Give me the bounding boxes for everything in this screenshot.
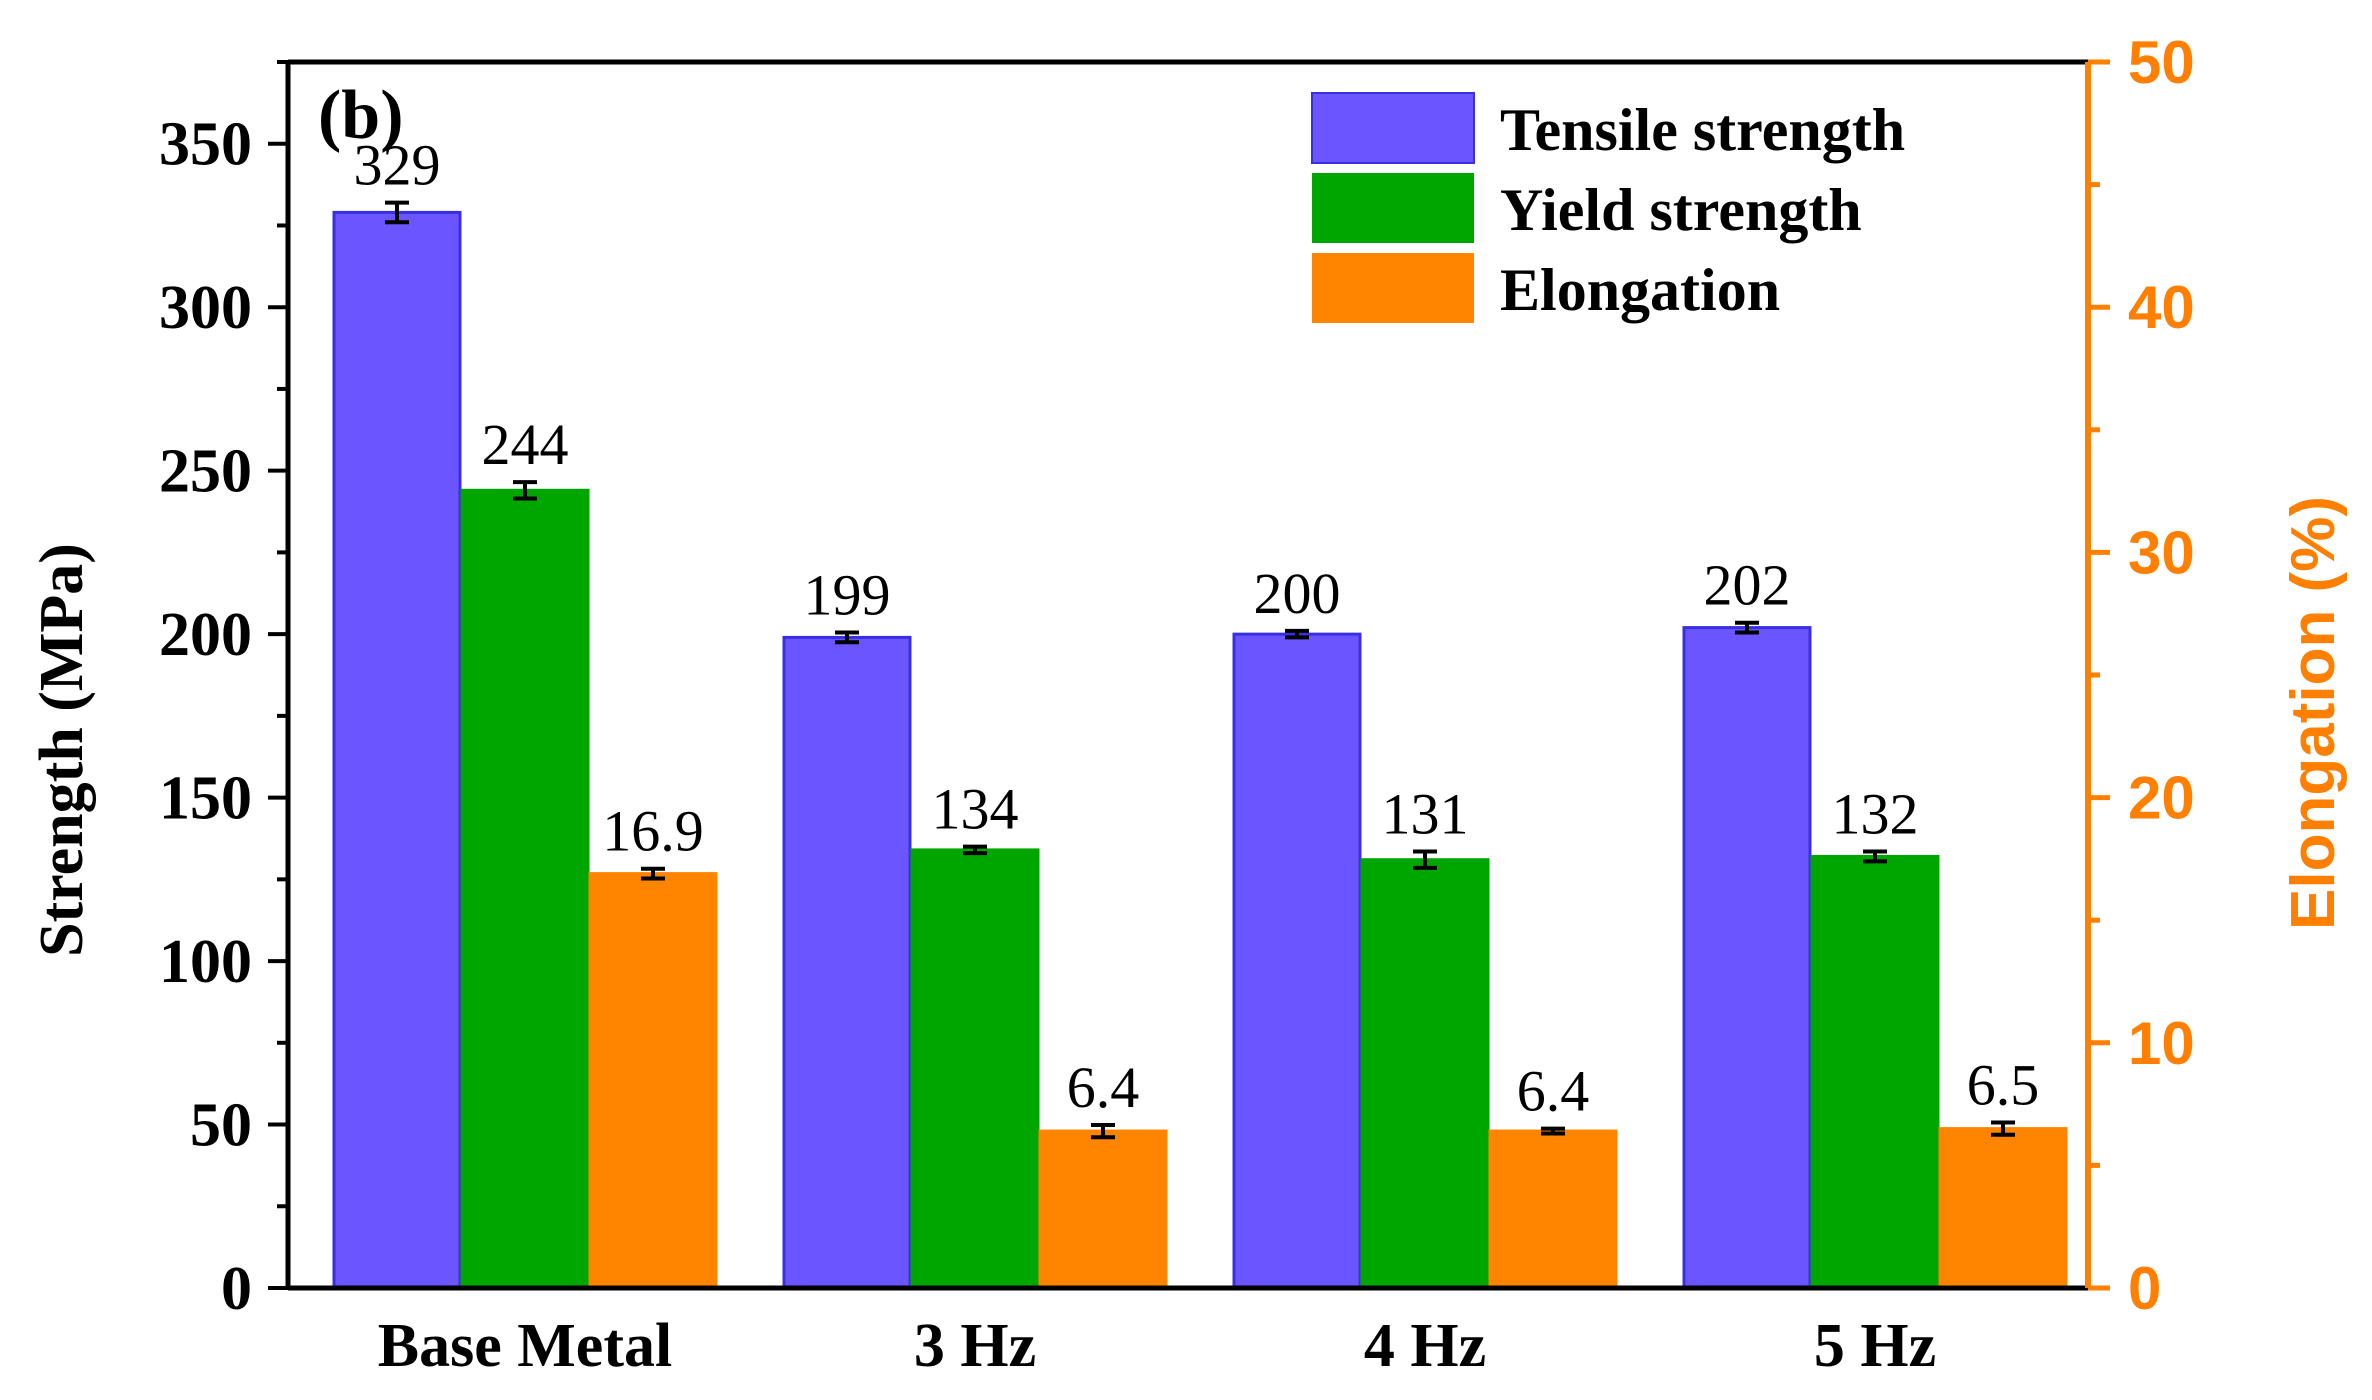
data-label-yield-strength-5-hz: 132	[1832, 782, 1919, 847]
y-left-tick-label-350: 350	[159, 111, 252, 179]
error-bar-yield-strength-base-metal	[513, 480, 537, 501]
data-label-tensile-strength-base-metal: 329	[354, 133, 441, 198]
legend-label-tensile-strength: Tensile strength	[1500, 97, 1905, 163]
axes-layer	[268, 59, 2110, 1291]
bar-yield-strength-4-hz	[1360, 858, 1490, 1290]
bar-yield-strength-3-hz	[910, 848, 1040, 1290]
y-left-tick-label-300: 300	[159, 274, 252, 342]
error-bar-tensile-strength-5-hz	[1735, 620, 1759, 635]
legend-label-yield-strength: Yield strength	[1500, 177, 1862, 243]
y-left-tick-label-100: 100	[159, 928, 252, 996]
x-tick-label-5-hz: 5 Hz	[1814, 1312, 1936, 1380]
data-label-yield-strength-base-metal: 244	[482, 412, 569, 477]
error-bar-tensile-strength-3-hz	[835, 630, 859, 645]
error-bar-yield-strength-5-hz	[1863, 849, 1887, 864]
bar-elongation-5-hz	[1938, 1127, 2068, 1290]
y-left-tick-label-0: 0	[221, 1255, 252, 1323]
legend-swatch-elongation	[1312, 253, 1474, 323]
y-right-tick-label-10: 10	[2128, 1010, 2195, 1077]
y-left-tick-label-200: 200	[159, 601, 252, 669]
x-tick-label-3-hz: 3 Hz	[914, 1312, 1036, 1380]
data-label-yield-strength-3-hz: 134	[932, 777, 1019, 842]
legend: Tensile strength Yield strength Elongati…	[1311, 92, 1905, 323]
y-right-tick-label-40: 40	[2128, 274, 2195, 341]
y-left-tick-label-150: 150	[159, 765, 252, 833]
error-bar-yield-strength-4-hz	[1413, 849, 1437, 870]
y-right-tick-label-30: 30	[2128, 519, 2195, 586]
bar-elongation-base-metal	[588, 872, 718, 1290]
error-bar-elongation-4-hz	[1541, 1126, 1565, 1136]
legend-label-elongation: Elongation	[1500, 257, 1780, 323]
panel-label: (b)	[318, 77, 404, 154]
bar-tensile-strength-3-hz	[782, 635, 912, 1290]
bar-elongation-4-hz	[1488, 1129, 1618, 1290]
y-right-tick-label-20: 20	[2128, 765, 2195, 832]
data-label-elongation-3-hz: 6.4	[1067, 1055, 1140, 1120]
data-label-tensile-strength-4-hz: 200	[1254, 561, 1341, 626]
bar-yield-strength-base-metal	[460, 488, 590, 1290]
x-tick-label-base-metal: Base Metal	[378, 1312, 672, 1380]
legend-swatch-tensile-strength	[1311, 92, 1475, 164]
bar-tensile-strength-base-metal	[332, 210, 462, 1290]
y-right-tick-label-50: 50	[2128, 29, 2195, 96]
error-bar-tensile-strength-base-metal	[385, 200, 409, 225]
data-label-elongation-4-hz: 6.4	[1517, 1059, 1590, 1124]
bar-tensile-strength-5-hz	[1682, 626, 1812, 1290]
bar-tensile-strength-4-hz	[1232, 632, 1362, 1290]
error-bar-elongation-base-metal	[641, 866, 665, 881]
error-bar-yield-strength-3-hz	[963, 844, 987, 856]
data-label-elongation-base-metal: 16.9	[602, 799, 704, 864]
error-bar-elongation-3-hz	[1091, 1122, 1115, 1140]
y-right-tick-label-0: 0	[2128, 1255, 2161, 1322]
x-tick-label-4-hz: 4 Hz	[1364, 1312, 1486, 1380]
bar-yield-strength-5-hz	[1810, 854, 1940, 1290]
bar-elongation-3-hz	[1038, 1129, 1168, 1290]
data-label-elongation-5-hz: 6.5	[1967, 1052, 2040, 1117]
y-left-tick-label-50: 50	[190, 1092, 252, 1160]
y-axis-left-title: Strength (MPa)	[28, 543, 96, 957]
y-left-tick-label-250: 250	[159, 438, 252, 506]
data-label-yield-strength-4-hz: 131	[1382, 782, 1469, 847]
error-bar-elongation-5-hz	[1991, 1120, 2015, 1137]
data-label-tensile-strength-3-hz: 199	[804, 562, 891, 627]
bars-layer	[332, 200, 2068, 1290]
legend-swatch-yield-strength	[1312, 173, 1474, 243]
data-label-tensile-strength-5-hz: 202	[1704, 553, 1791, 618]
error-bar-tensile-strength-4-hz	[1285, 628, 1309, 640]
y-axis-right-title: Elongation (%)	[2279, 496, 2348, 930]
